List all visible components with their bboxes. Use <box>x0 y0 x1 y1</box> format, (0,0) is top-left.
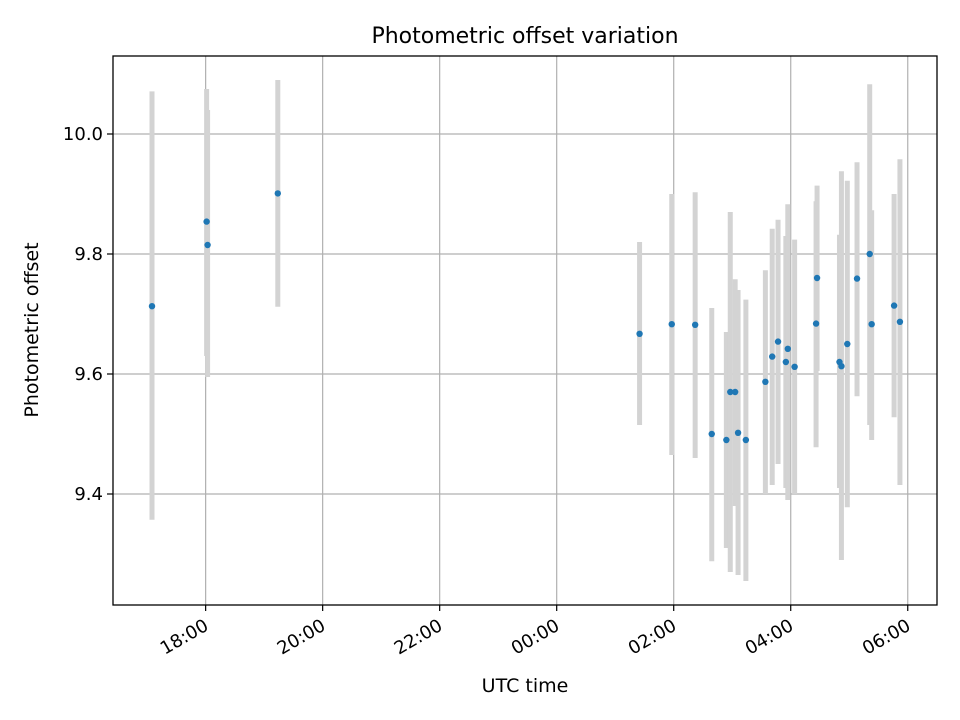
data-point <box>791 363 798 370</box>
data-point <box>762 378 769 385</box>
data-point <box>838 363 845 370</box>
data-point <box>896 318 904 325</box>
grid-layer <box>113 56 937 605</box>
data-point <box>636 330 643 337</box>
data-point <box>727 388 734 396</box>
data-point <box>708 430 715 438</box>
x-tick-label: 20:00 <box>274 615 329 659</box>
data-point <box>742 436 750 444</box>
data-point <box>668 321 675 328</box>
x-tick-label: 00:00 <box>508 615 563 659</box>
x-tick-label: 22:00 <box>391 615 446 659</box>
y-tick-label: 9.6 <box>74 364 103 385</box>
data-point <box>866 250 873 258</box>
data-point <box>691 321 699 328</box>
data-point <box>731 388 739 396</box>
point-layer <box>148 190 904 444</box>
y-tick-label: 9.4 <box>74 484 103 505</box>
data-point <box>203 218 210 225</box>
y-tick-label: 10.0 <box>63 124 103 145</box>
data-point <box>813 274 821 282</box>
x-tick-label: 06:00 <box>859 615 914 659</box>
data-point <box>774 338 782 345</box>
data-point <box>782 358 790 366</box>
plot-frame <box>112 55 938 606</box>
x-tick-label: 04:00 <box>742 615 797 659</box>
errorbar-layer <box>149 80 903 581</box>
data-point <box>784 345 792 352</box>
data-point <box>204 241 211 249</box>
data-point <box>148 303 156 310</box>
data-point <box>734 429 742 436</box>
y-axis-label: Photometric offset <box>21 242 43 417</box>
data-point <box>274 190 281 197</box>
data-point <box>769 353 776 360</box>
x-tick-label: 18:00 <box>157 615 212 659</box>
x-tick-label: 02:00 <box>625 615 680 659</box>
data-point <box>723 436 730 444</box>
data-point <box>890 302 898 309</box>
data-point <box>868 321 875 328</box>
data-point <box>844 340 851 348</box>
y-tick-label: 9.8 <box>74 244 103 265</box>
data-point <box>812 320 820 327</box>
data-point <box>853 275 861 282</box>
x-axis-label: UTC time <box>482 675 569 697</box>
chart-title: Photometric offset variation <box>371 24 678 49</box>
